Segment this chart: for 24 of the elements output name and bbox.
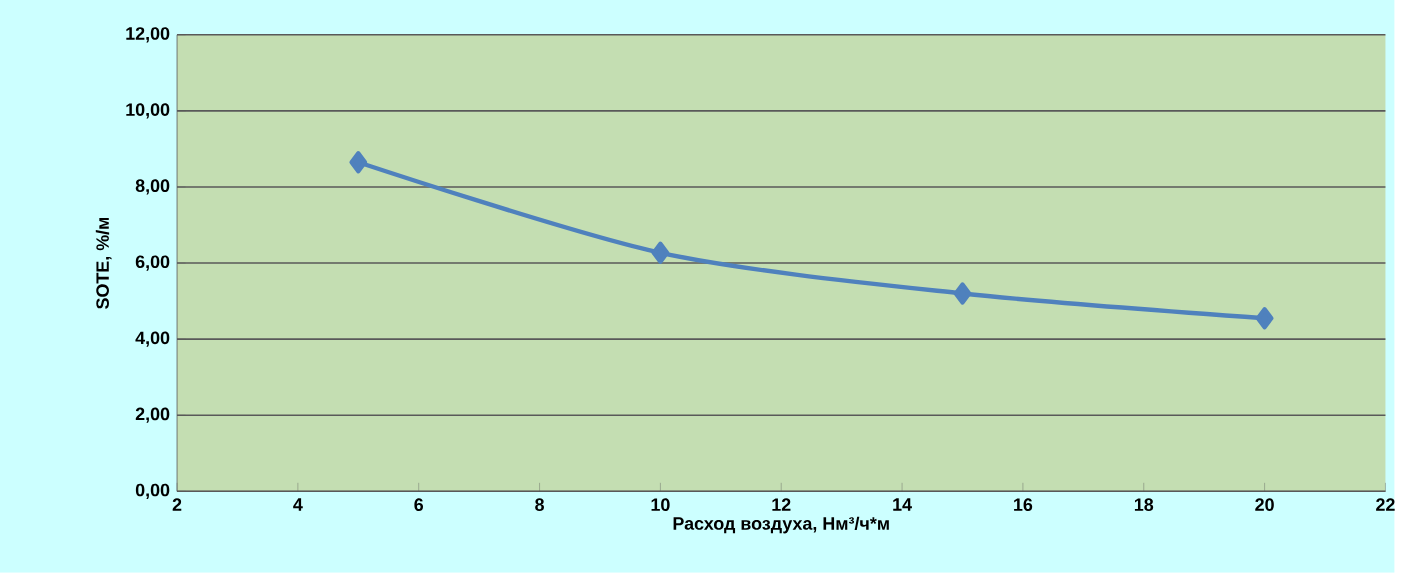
y-tick-label: 2,00 <box>135 407 170 423</box>
y-tick-label: 12,00 <box>126 27 170 43</box>
y-tick-label: 4,00 <box>135 331 170 347</box>
x-tick-label: 8 <box>535 498 544 512</box>
x-tick-label: 20 <box>1255 498 1274 512</box>
point <box>1255 307 1274 330</box>
x-tick-label: 4 <box>293 498 303 511</box>
point <box>651 241 670 264</box>
y-axis-title: SOTE, %/м <box>95 217 112 309</box>
point <box>349 151 368 174</box>
x-tick-label: 14 <box>893 498 912 511</box>
y-tick-label: 6,00 <box>135 255 170 271</box>
x-tick-label: 18 <box>1134 498 1154 512</box>
point <box>953 282 972 305</box>
x-tick-label: 10 <box>651 498 670 512</box>
x-tick-label: 2 <box>172 498 182 511</box>
x-tick-label: 16 <box>1014 498 1033 512</box>
y-tick-label: 0,00 <box>135 483 170 500</box>
y-tick-label: 10,00 <box>126 103 170 119</box>
x-tick-label: 12 <box>772 498 791 511</box>
x-axis-title: Расход воздуха, Нм³/ч*м <box>673 516 889 534</box>
x-tick-label: 22 <box>1376 498 1395 511</box>
x-tick-label: 6 <box>414 498 424 512</box>
y-tick-label: 8,00 <box>135 179 170 195</box>
